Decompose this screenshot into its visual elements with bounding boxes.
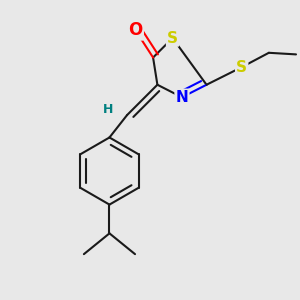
Text: S: S	[167, 31, 178, 46]
Text: S: S	[236, 60, 247, 75]
Text: N: N	[176, 90, 188, 105]
Text: H: H	[103, 103, 114, 116]
Text: O: O	[128, 21, 142, 39]
